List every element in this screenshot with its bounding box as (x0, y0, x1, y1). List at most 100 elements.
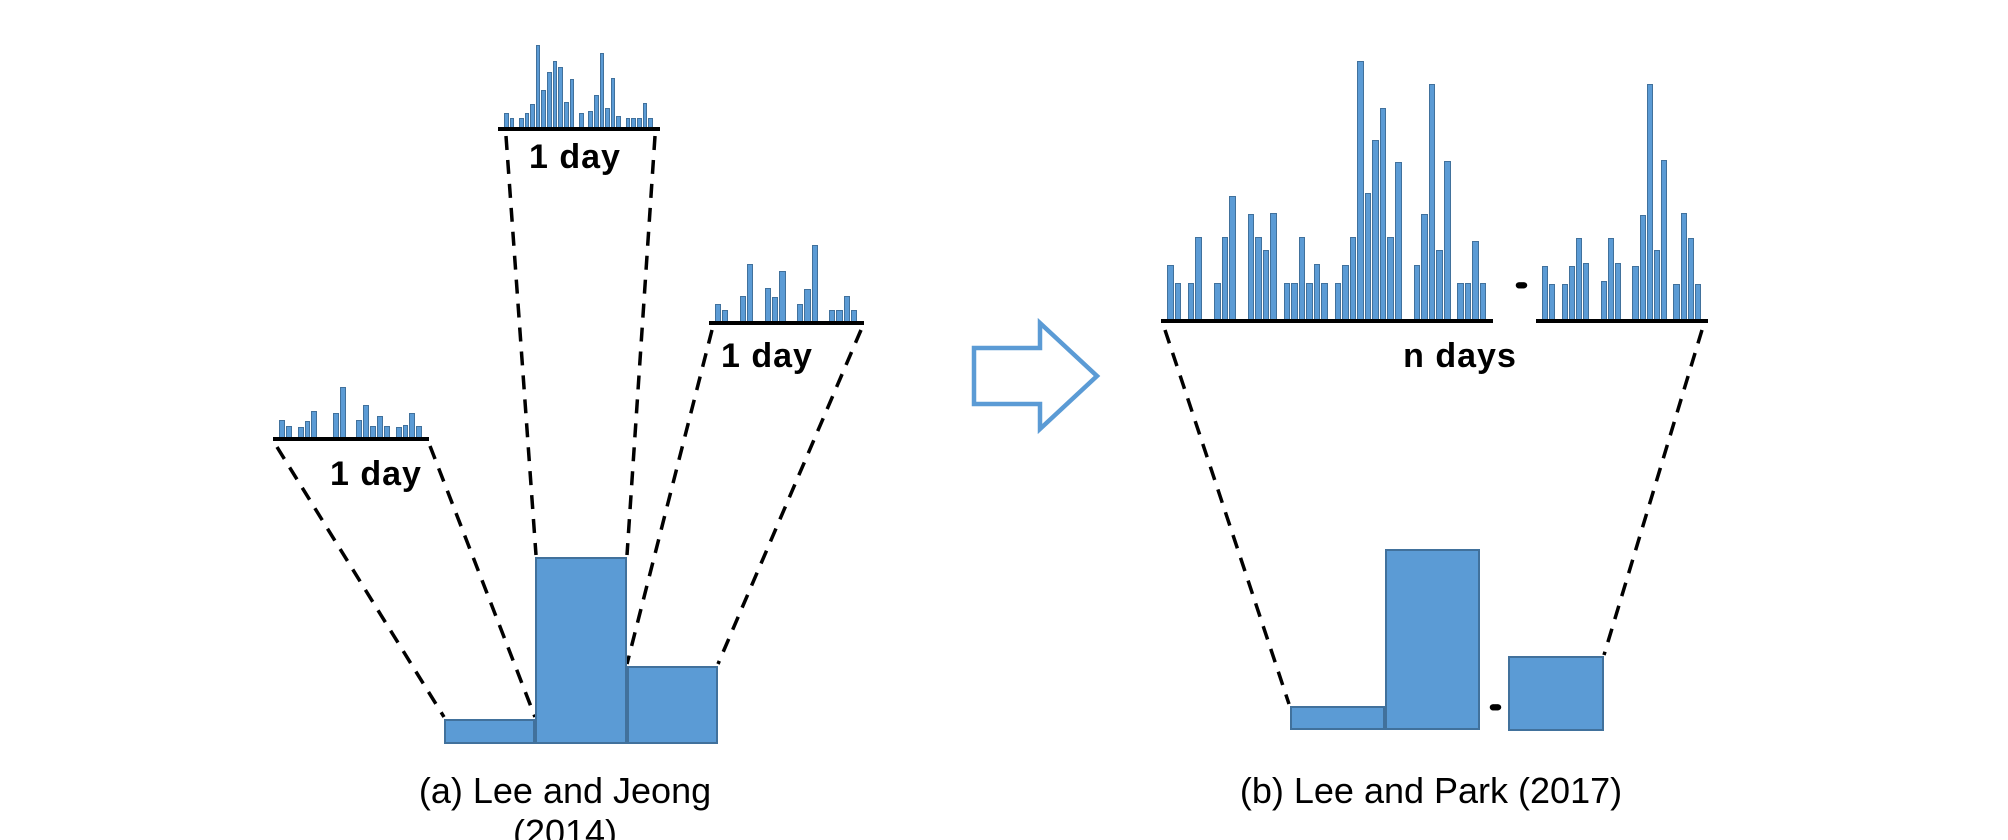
histogram-bar (1464, 283, 1472, 319)
histogram-bar (297, 427, 304, 437)
histogram-bar (332, 413, 339, 437)
histogram-bar (1283, 283, 1291, 319)
histogram-bar (764, 288, 772, 321)
mini-histogram-a-left (273, 386, 429, 441)
aggregate-bars-b-left (1290, 547, 1480, 730)
dashed-line (504, 135, 538, 556)
histogram-bar (547, 72, 552, 127)
histogram-bar (1549, 284, 1556, 319)
dashed-line (1602, 329, 1704, 656)
histogram-bar (1229, 196, 1236, 319)
histogram-bar (1600, 281, 1607, 319)
histogram-bar (1428, 84, 1436, 319)
histogram-bar (535, 45, 541, 127)
histogram-bar (564, 102, 569, 127)
histogram-bar (625, 118, 631, 127)
histogram-bar (588, 111, 593, 127)
histogram-bar (1387, 237, 1394, 319)
aggregate-bars-b-right (1508, 654, 1604, 731)
histogram-bar (416, 426, 423, 437)
histogram-bar (1357, 61, 1364, 319)
histogram-bar (1661, 160, 1668, 319)
histogram-bar (1334, 283, 1342, 319)
histogram-bar (395, 427, 402, 437)
histogram-bar (1379, 108, 1387, 319)
histogram-bar (1575, 238, 1583, 319)
histogram-bar (569, 79, 575, 127)
histogram-bar (444, 719, 536, 744)
histogram-bar (1653, 250, 1661, 319)
histogram-bar (1349, 237, 1357, 319)
histogram-bar (1680, 213, 1687, 319)
histogram-bar (1646, 84, 1653, 319)
ellipsis-bottom: ••• (1488, 694, 1502, 720)
histogram-bar (1321, 283, 1328, 319)
dashed-line (716, 329, 863, 665)
histogram-bar (578, 113, 584, 127)
histogram-bar (304, 421, 311, 437)
histogram-bar (1187, 283, 1195, 319)
day-label-a-top: 1 day (529, 138, 621, 176)
histogram-bar (1247, 214, 1255, 319)
ellipsis-top: ••• (1514, 272, 1528, 298)
histogram-bar (311, 411, 318, 437)
caption-panel-b: (b) Lee and Park (2017) (1239, 770, 1623, 811)
histogram-bar (836, 310, 843, 321)
histogram-bar (1195, 237, 1202, 319)
ndays-label: n days (1403, 337, 1517, 375)
histogram-bar (402, 425, 409, 437)
histogram-bar (1443, 161, 1451, 319)
histogram-bar (747, 264, 754, 321)
histogram-bar (1639, 215, 1646, 319)
histogram-bar (383, 426, 390, 437)
histogram-bar (1364, 193, 1372, 319)
histogram-bar (1694, 284, 1702, 319)
histogram-bar (722, 310, 729, 321)
histogram-bar (811, 245, 818, 321)
histogram-bar (530, 104, 535, 127)
histogram-bar (1479, 283, 1487, 319)
histogram-bar (843, 296, 850, 321)
histogram-bar (779, 271, 786, 321)
day-label-a-left: 1 day (330, 455, 422, 493)
histogram-bar (772, 297, 779, 321)
histogram-bar (1542, 266, 1549, 319)
caption-panel-a: (a) Lee and Jeong (2014) (418, 770, 712, 840)
histogram-bar (804, 289, 811, 321)
histogram-bar (363, 405, 370, 437)
histogram-bar (339, 387, 346, 437)
histogram-bar (1372, 140, 1379, 319)
dashed-line (1163, 329, 1291, 705)
aggregate-bars-a (444, 555, 718, 744)
histogram-bar (605, 108, 610, 127)
histogram-bar (599, 53, 605, 127)
histogram-bar (610, 78, 616, 127)
histogram-bar (850, 310, 858, 321)
histogram-bar (739, 296, 747, 321)
histogram-bar (1342, 265, 1349, 319)
histogram-bar (1213, 283, 1221, 319)
mini-histogram-b-left (1161, 56, 1493, 323)
histogram-bar (829, 310, 836, 321)
mini-histogram-a-top (498, 44, 660, 131)
histogram-bar (518, 118, 524, 127)
histogram-bar (1421, 214, 1428, 319)
histogram-bar (1255, 237, 1262, 319)
histogram-bar (1457, 283, 1464, 319)
histogram-bar (356, 420, 363, 437)
histogram-bar (535, 557, 627, 744)
histogram-bar (1436, 250, 1443, 319)
histogram-bar (1561, 284, 1568, 319)
dashed-line (625, 135, 657, 556)
histogram-bar (541, 90, 547, 127)
histogram-bar (1270, 213, 1277, 319)
histogram-bar (1290, 706, 1385, 730)
day-label-a-right: 1 day (721, 337, 813, 375)
histogram-bar (626, 666, 718, 744)
histogram-bar (409, 413, 416, 437)
histogram-bar (1413, 265, 1421, 319)
histogram-bar (504, 113, 509, 127)
histogram-bar (1395, 162, 1402, 319)
histogram-bar (1262, 250, 1270, 319)
mini-histogram-a-right (709, 244, 864, 325)
